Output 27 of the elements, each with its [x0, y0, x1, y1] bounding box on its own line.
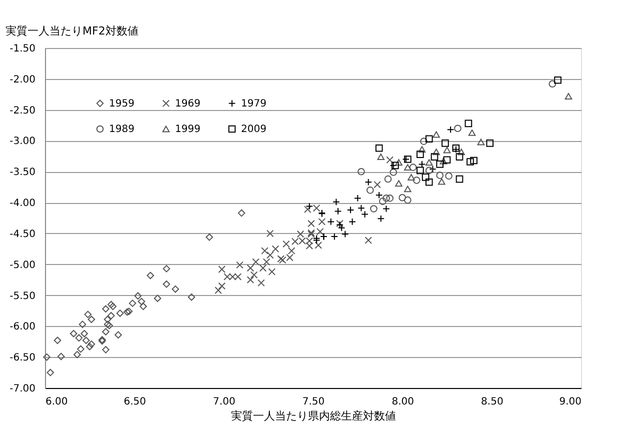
y-tick-label: -6.50 [10, 352, 36, 364]
y-tick-label: -2.50 [10, 105, 36, 116]
legend-label: 1959 [109, 98, 134, 110]
x-tick-label: 6.00 [46, 396, 68, 408]
y-axis-title: 実質一人当たりMF2対数値 [6, 24, 138, 38]
x-tick-label: 9.00 [559, 396, 582, 408]
y-tick-label: -3.50 [10, 167, 36, 178]
legend-label: 1969 [175, 98, 200, 110]
legend-label: 1999 [175, 124, 200, 135]
x-axis-title: 実質一人当たり県内総生産対数値 [231, 410, 396, 422]
y-tick-label: -7.00 [10, 384, 36, 394]
x-tick-label: 7.00 [213, 396, 236, 408]
y-tick-label: -3.00 [10, 136, 36, 148]
legend-label: 1989 [109, 124, 134, 135]
legend-label: 2009 [241, 124, 266, 135]
x-tick-label: 7.50 [302, 396, 325, 408]
y-tick-label: -5.00 [10, 260, 36, 271]
y-tick-label: -4.50 [10, 228, 36, 240]
y-tick-label: -4.00 [10, 198, 36, 210]
x-tick-label: 8.00 [392, 396, 414, 408]
x-tick-label: 6.50 [124, 396, 146, 408]
legend-label: 1979 [241, 98, 266, 110]
y-tick-label: -6.00 [10, 322, 36, 333]
y-tick-label: -5.50 [10, 290, 36, 302]
x-tick-label: 8.50 [481, 396, 504, 408]
y-tick-label: -1.50 [10, 44, 36, 54]
y-tick-label: -2.00 [10, 74, 36, 86]
